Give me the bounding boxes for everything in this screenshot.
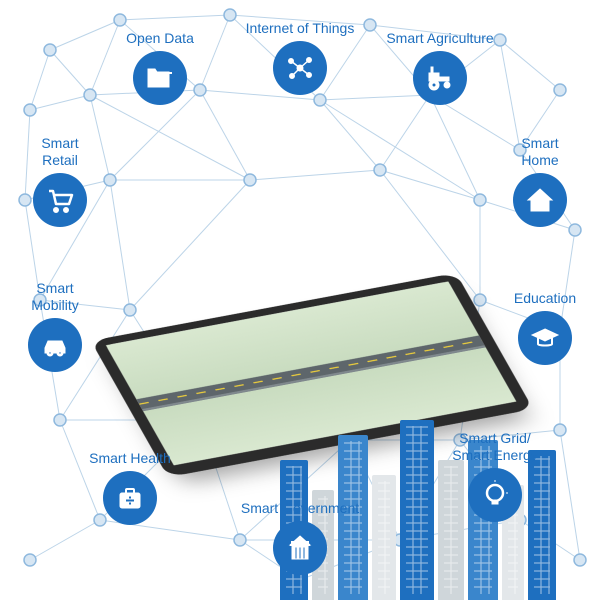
concept-education: Education [485,290,600,365]
concept-smart-government: Smart Government [240,500,360,575]
concept-smart-home: SmartHome [480,135,600,227]
concept-label: Education [485,290,600,307]
concept-smart-mobility: SmartMobility [0,280,115,372]
concept-label: Smart Health [70,450,190,467]
road [136,335,484,409]
concept-label: SmartMobility [0,280,115,314]
concept-label: Smart Government [240,500,360,517]
concept-open-data: Open Data [100,30,220,105]
house-icon [513,173,567,227]
cart-icon [33,173,87,227]
concept-label: Internet of Things [240,20,360,37]
folder-icon [133,51,187,105]
concept-smart-retail: SmartRetail [0,135,120,227]
concept-label: Smart Agriculture [380,30,500,47]
concept-smart-energy: Smart Grid/Smart Energy [435,430,555,522]
building-icon [273,521,327,575]
concept-label: Smart Grid/Smart Energy [435,430,555,464]
smart-city-infographic: Open Data Internet of Things Smart Agricul… [0,0,600,600]
gradcap-icon [518,311,572,365]
network-icon [273,41,327,95]
tractor-icon [413,51,467,105]
concept-label: Open Data [100,30,220,47]
car-icon [28,318,82,372]
concept-label: SmartHome [480,135,600,169]
concept-smart-health: Smart Health [70,450,190,525]
concept-label: SmartRetail [0,135,120,169]
concept-iot: Internet of Things [240,20,360,95]
bulb-icon [468,468,522,522]
medkit-icon [103,471,157,525]
concept-smart-agriculture: Smart Agriculture [380,30,500,105]
